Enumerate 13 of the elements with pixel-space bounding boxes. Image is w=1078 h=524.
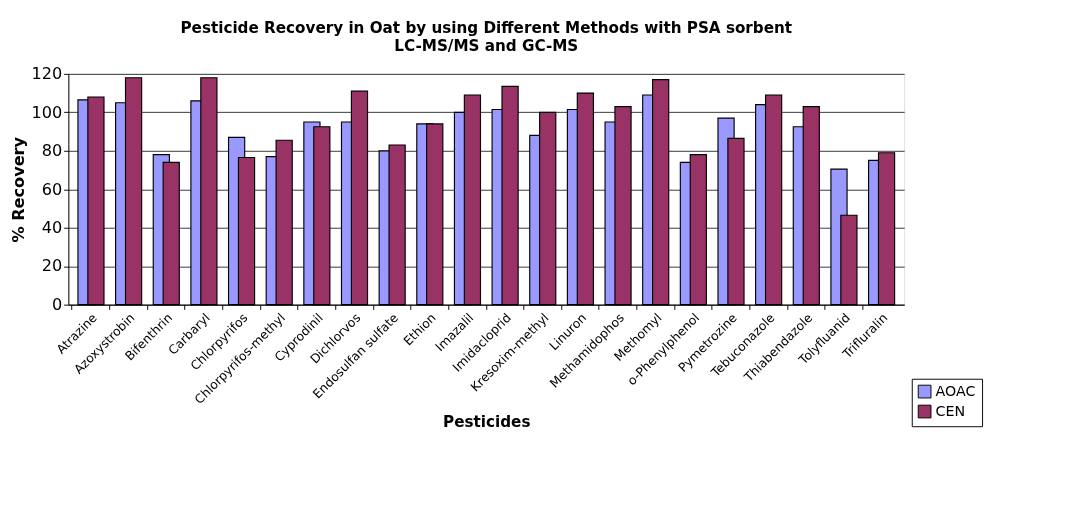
y-tick-label: 120 [31,64,63,84]
y-tick-label: 20 [41,256,63,276]
y-axis-title: % Recovery [8,136,28,243]
legend-label: AOAC [935,383,976,400]
y-tick-label: 80 [41,141,63,161]
x-axis-title: Pesticides [443,412,531,431]
y-tick-label: 100 [31,102,63,122]
y-tick-label: 60 [41,179,63,199]
chart-subtitle: LC-MS/MS and GC-MS [394,37,579,56]
y-tick-label: 0 [51,294,63,314]
y-tick-label: 40 [41,217,63,237]
chart-title: Pesticide Recovery in Oat by using Different Methods with PSA sorbent [180,19,793,38]
legend-label: CEN [935,403,966,420]
